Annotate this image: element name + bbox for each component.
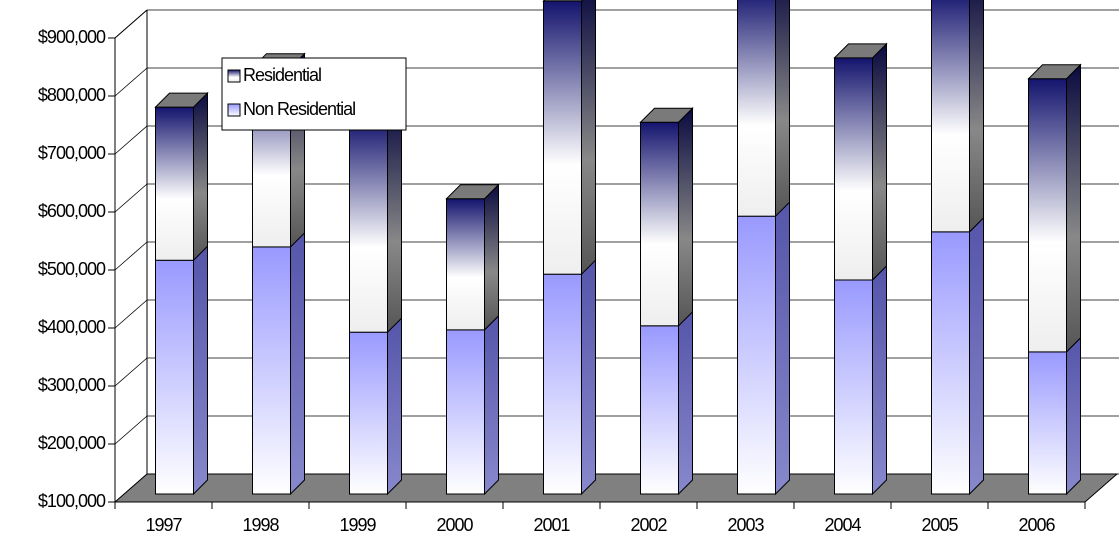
x-tick-label: 1999 (339, 515, 376, 535)
bars (154, 0, 1082, 496)
grid-line-side (114, 183, 148, 213)
bar-top (1027, 64, 1082, 80)
bar-side (775, 0, 790, 218)
bar-side (581, 258, 596, 496)
y-tick-label: $400,000 (38, 317, 106, 337)
bar-top (445, 184, 500, 200)
bar (834, 279, 873, 495)
bar (931, 231, 970, 495)
bar (349, 331, 388, 495)
bar-top (542, 0, 584, 2)
bar-side (969, 216, 984, 496)
bar-side (387, 104, 402, 334)
bar (1028, 351, 1067, 495)
bar (1028, 78, 1067, 353)
bar-side (484, 183, 499, 332)
bar (543, 0, 582, 275)
y-tick-label: $500,000 (38, 259, 106, 279)
x-tick-label: 1997 (145, 515, 182, 535)
x-tick-label: 2000 (436, 515, 473, 535)
bar (543, 273, 582, 495)
bar-side (1066, 63, 1081, 354)
bar-side (1066, 336, 1081, 496)
bar (155, 106, 194, 261)
x-tick-label: 2006 (1018, 515, 1055, 535)
x-tick-label: 1998 (242, 515, 279, 535)
bar-side (872, 264, 887, 496)
grid-line-side (114, 357, 148, 387)
grid-line-side (114, 67, 148, 97)
bar (349, 119, 388, 333)
bar (252, 246, 291, 495)
bar (640, 325, 679, 495)
legend-swatch (227, 69, 241, 83)
legend: Residential Non Residential (221, 57, 407, 131)
y-tick-label: $700,000 (38, 143, 106, 163)
bar-top (154, 92, 209, 108)
bar (446, 198, 485, 331)
legend-label: Residential (243, 65, 321, 85)
x-tick-label: 2002 (630, 515, 667, 535)
y-tick-label: $600,000 (38, 201, 106, 221)
x-tick-label: 2003 (727, 515, 764, 535)
legend-box (221, 57, 407, 131)
y-tick-label: $100,000 (38, 491, 106, 511)
legend-label: Non Residential (243, 99, 355, 119)
grid-line-side (114, 9, 148, 39)
bar-side (969, 0, 984, 234)
bar (737, 215, 776, 495)
x-tick-label: 2005 (921, 515, 958, 535)
grid-line-side (114, 473, 148, 503)
bar-side (484, 314, 499, 496)
bar (640, 121, 679, 327)
legend-swatch (227, 103, 241, 117)
bar (931, 0, 970, 233)
bar-side (387, 316, 402, 496)
bar (834, 57, 873, 281)
x-tick-label: 2004 (824, 515, 861, 535)
x-tick-label: 2001 (533, 515, 570, 535)
y-tick-label: $900,000 (38, 27, 106, 47)
bar (446, 329, 485, 495)
bar-side (678, 107, 693, 328)
bar (155, 259, 194, 495)
bar-side (775, 200, 790, 496)
bar-side (193, 245, 208, 496)
y-tick-label: $200,000 (38, 433, 106, 453)
bar-side (678, 310, 693, 496)
grid-line-side (114, 299, 148, 329)
y-tick-label: $800,000 (38, 85, 106, 105)
bar-top (639, 107, 694, 123)
bar-side (193, 91, 208, 262)
bar-side (290, 231, 305, 496)
bar (737, 0, 776, 217)
grid-line-side (114, 125, 148, 155)
grid-line-side (114, 415, 148, 445)
y-tick-label: $300,000 (38, 375, 106, 395)
grid-line-side (114, 241, 148, 271)
bar-top (833, 43, 888, 59)
bar-side (581, 0, 596, 276)
bar-side (872, 42, 887, 282)
